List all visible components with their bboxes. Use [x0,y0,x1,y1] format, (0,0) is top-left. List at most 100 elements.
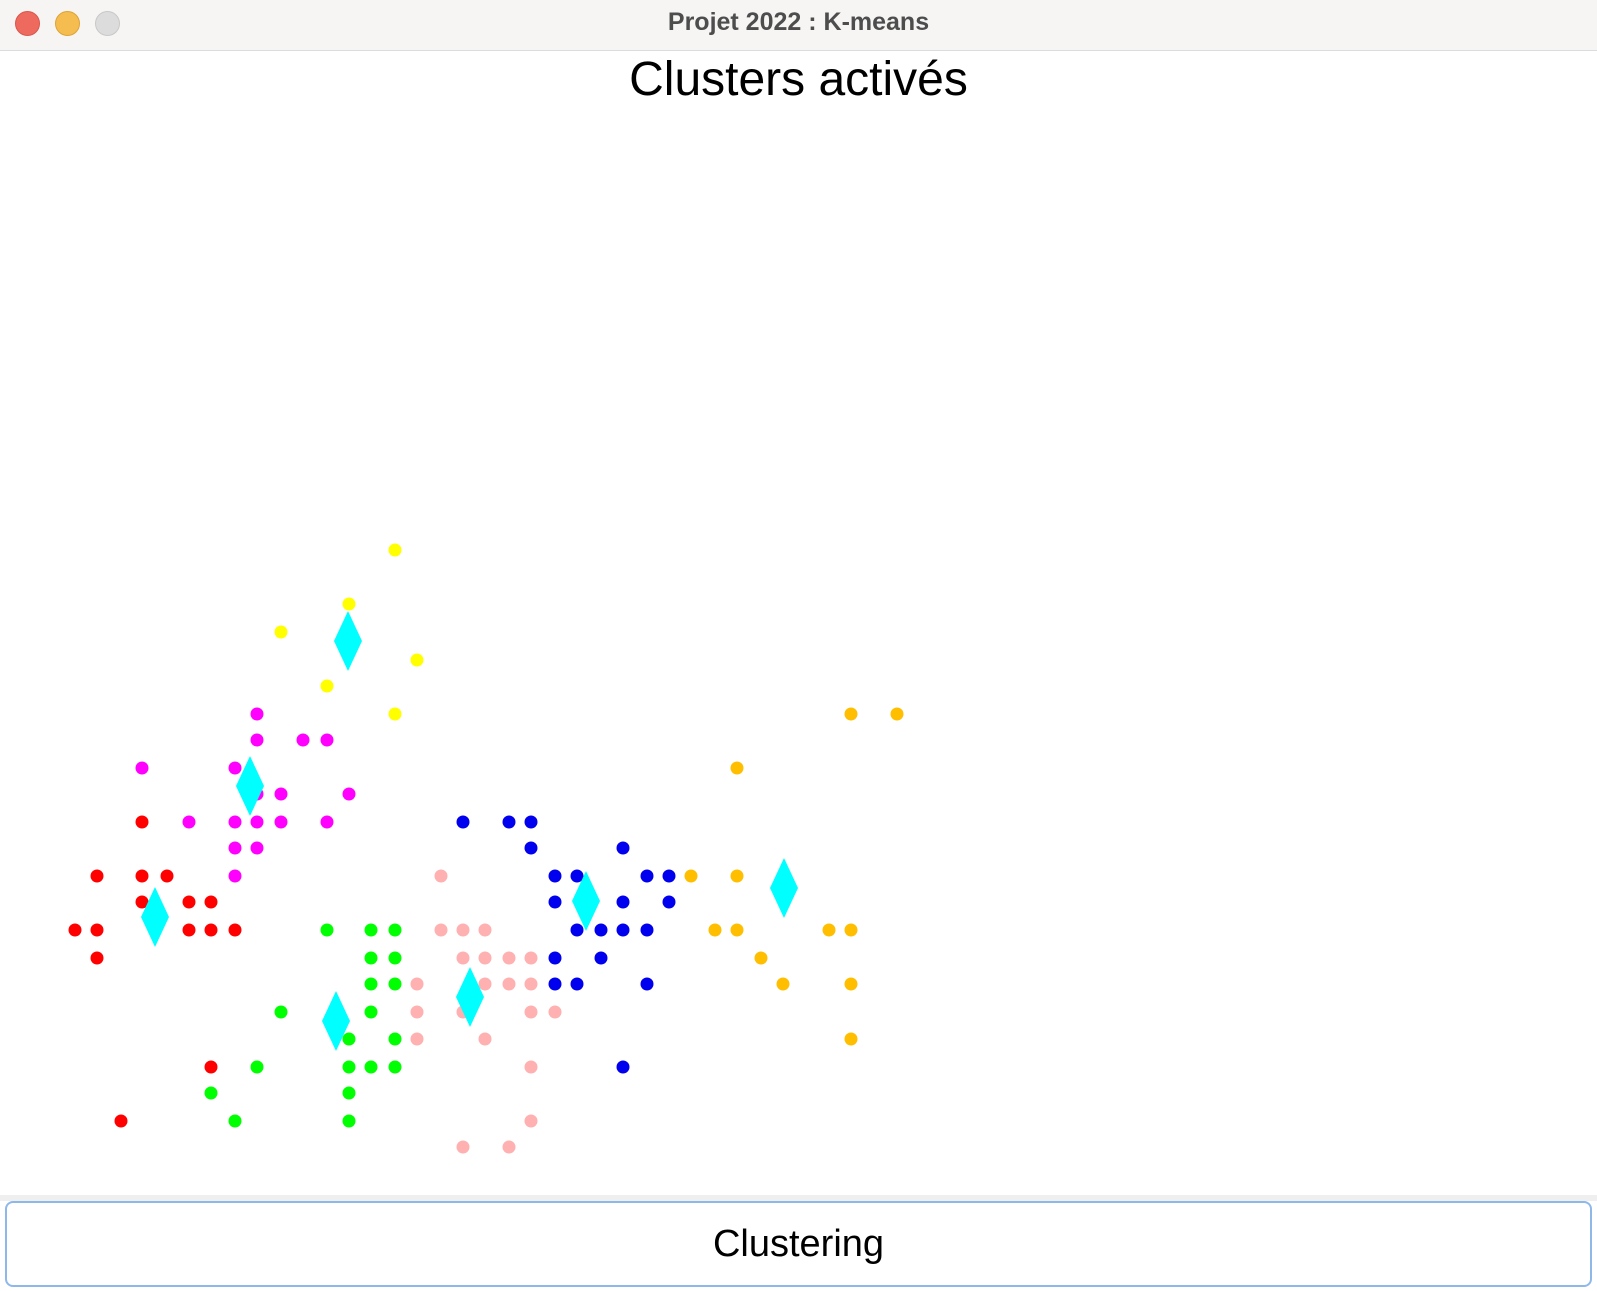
point-orange-7 [822,923,836,937]
cluster-plot [68,543,904,1154]
title-bar: Projet 2022 : K-means [0,0,1597,51]
point-pink-5 [478,951,492,965]
point-red-0 [135,815,149,829]
point-yellow-3 [410,653,424,667]
point-blue-17 [594,951,608,965]
point-green-1 [364,923,378,937]
point-magenta-4 [135,761,149,775]
point-blue-21 [616,1060,630,1074]
centroid-orange [770,858,798,918]
point-pink-8 [410,977,424,991]
zoom-window-button[interactable] [95,11,120,36]
centroid-magenta [236,756,264,816]
point-green-18 [342,1114,356,1128]
point-red-9 [182,923,196,937]
point-orange-9 [754,951,768,965]
point-blue-4 [616,841,630,855]
point-magenta-5 [228,761,242,775]
point-pink-18 [524,1060,538,1074]
point-yellow-0 [388,543,402,557]
point-magenta-7 [274,787,288,801]
point-red-10 [204,923,218,937]
point-pink-16 [410,1032,424,1046]
point-magenta-13 [320,815,334,829]
point-pink-6 [502,951,516,965]
point-green-13 [364,1060,378,1074]
point-green-17 [228,1114,242,1128]
close-window-button[interactable] [15,11,40,36]
point-red-1 [90,869,104,883]
point-red-5 [182,895,196,909]
point-orange-11 [844,977,858,991]
point-red-7 [68,923,82,937]
point-green-5 [364,977,378,991]
point-magenta-15 [250,841,264,855]
panel-title: Clusters activés [629,53,968,106]
centroid-green [322,991,350,1051]
point-red-14 [114,1114,128,1128]
point-pink-19 [524,1114,538,1128]
point-magenta-9 [182,815,196,829]
minimize-window-button[interactable] [55,11,80,36]
point-pink-12 [410,1005,424,1019]
point-yellow-4 [320,679,334,693]
point-blue-7 [640,869,654,883]
point-blue-13 [594,923,608,937]
point-orange-2 [730,761,744,775]
point-orange-6 [730,923,744,937]
point-blue-16 [548,951,562,965]
point-green-4 [388,951,402,965]
point-green-6 [388,977,402,991]
point-red-2 [135,869,149,883]
point-blue-8 [662,869,676,883]
point-magenta-14 [228,841,242,855]
point-orange-8 [844,923,858,937]
point-blue-5 [548,869,562,883]
point-orange-0 [844,707,858,721]
point-green-12 [342,1060,356,1074]
centroid-pink [456,967,484,1027]
point-pink-15 [548,1005,562,1019]
point-orange-4 [730,869,744,883]
point-blue-2 [524,815,538,829]
point-blue-15 [640,923,654,937]
point-blue-19 [570,977,584,991]
point-pink-11 [524,977,538,991]
point-blue-0 [456,815,470,829]
point-orange-12 [844,1032,858,1046]
point-green-7 [274,1005,288,1019]
point-green-0 [320,923,334,937]
point-green-14 [388,1060,402,1074]
point-magenta-3 [320,733,334,747]
point-pink-1 [434,923,448,937]
footer-separator [0,1195,1597,1201]
point-magenta-12 [274,815,288,829]
point-green-2 [388,923,402,937]
centroid-yellow [334,611,362,671]
point-pink-20 [456,1140,470,1154]
point-yellow-1 [342,597,356,611]
window-title: Projet 2022 : K-means [667,8,930,36]
point-orange-1 [890,707,904,721]
point-green-11 [250,1060,264,1074]
point-green-3 [364,951,378,965]
point-blue-12 [570,923,584,937]
point-blue-9 [548,895,562,909]
point-pink-2 [456,923,470,937]
point-magenta-2 [296,733,310,747]
point-orange-3 [684,869,698,883]
point-blue-3 [524,841,538,855]
point-red-12 [90,951,104,965]
point-green-8 [364,1005,378,1019]
point-orange-10 [776,977,790,991]
point-blue-14 [616,923,630,937]
point-magenta-11 [250,815,264,829]
point-pink-10 [502,977,516,991]
clustering-button[interactable]: Clustering [5,1201,1592,1287]
centroid-red [141,887,169,947]
point-red-11 [228,923,242,937]
point-green-16 [342,1086,356,1100]
point-red-4 [135,895,149,909]
point-pink-4 [456,951,470,965]
